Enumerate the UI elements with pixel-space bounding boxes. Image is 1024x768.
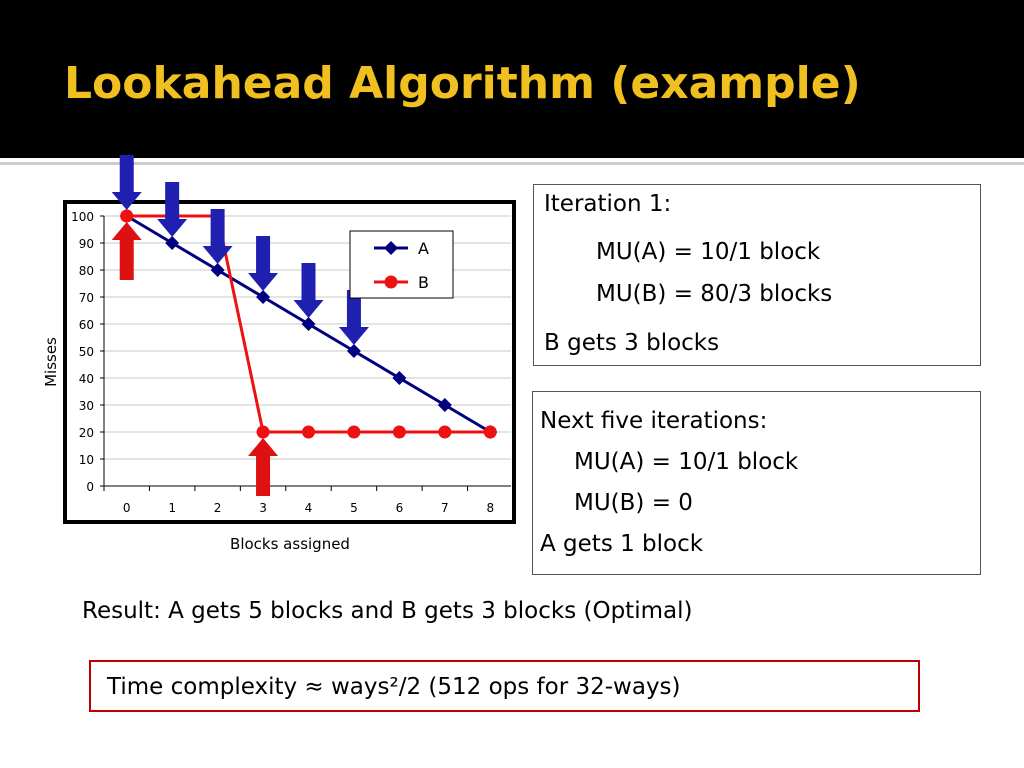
iteration1-mu-a: MU(A) = 10/1 block	[596, 239, 821, 265]
series-a-point	[346, 344, 361, 358]
legend-a-label: A	[418, 239, 429, 258]
legend-b-marker	[384, 275, 398, 289]
iteration1-heading: Iteration 1:	[544, 191, 672, 217]
iteration1-result: B gets 3 blocks	[544, 330, 720, 356]
series-a-point	[210, 263, 225, 277]
down-arrow-a	[293, 263, 324, 318]
legend-b-label: B	[418, 273, 429, 292]
series-a-point	[165, 236, 180, 250]
x-tick-label: 2	[214, 501, 222, 515]
y-tick-label: 30	[79, 399, 94, 413]
chart-axes: 0 10 20 30 40 50 60 70 80 90 100 0 1 2 3 4 5 6 7 8	[71, 210, 514, 515]
series-b-point	[302, 425, 315, 439]
next-iterations-result: A gets 1 block	[540, 531, 704, 557]
complexity-box: Time complexity ≈ ways²/2 (512 ops for 3…	[89, 660, 920, 712]
slide-title: Lookahead Algorithm (example)	[64, 58, 861, 109]
up-arrow-b	[111, 222, 142, 280]
series-b-point	[256, 425, 270, 439]
series-a-point	[301, 317, 316, 331]
x-axis-label: Blocks assigned	[230, 535, 350, 553]
next-iterations-box: Next five iterations: MU(A) = 10/1 block…	[532, 391, 981, 575]
x-tick-label: 8	[486, 501, 494, 515]
down-arrow-a	[338, 290, 369, 345]
iteration1-box: Iteration 1: MU(A) = 10/1 block MU(B) = …	[533, 184, 981, 366]
series-b-point	[392, 425, 406, 439]
y-tick-label: 100	[71, 210, 94, 224]
result-text: Result: A gets 5 blocks and B gets 3 blo…	[82, 598, 693, 624]
legend-a-marker	[384, 241, 398, 255]
y-tick-label: 0	[86, 480, 94, 494]
y-axis-label: Misses	[42, 337, 60, 387]
x-tick-label: 0	[123, 501, 131, 515]
legend-box	[349, 230, 454, 299]
series-b-point	[347, 425, 361, 439]
series-a-point	[437, 398, 452, 412]
y-tick-label: 60	[79, 318, 94, 332]
x-tick-label: 6	[396, 501, 404, 515]
complexity-text: Time complexity ≈ ways²/2 (512 ops for 3…	[107, 674, 681, 700]
down-arrow-a	[248, 236, 279, 291]
y-tick-label: 10	[79, 453, 94, 467]
y-tick-label: 20	[79, 426, 94, 440]
series-b-point	[120, 209, 134, 223]
chart-arrows	[111, 155, 369, 496]
up-arrow-b	[248, 438, 279, 496]
next-iterations-mu-a: MU(A) = 10/1 block	[574, 449, 799, 475]
next-iterations-heading: Next five iterations:	[540, 408, 768, 434]
iteration1-mu-b: MU(B) = 80/3 blocks	[596, 281, 833, 307]
title-bar: Lookahead Algorithm (example)	[0, 0, 1024, 158]
title-divider	[0, 162, 1024, 165]
x-tick-label: 4	[305, 501, 313, 515]
next-iterations-mu-b: MU(B) = 0	[574, 490, 693, 516]
y-tick-label: 50	[79, 345, 94, 359]
down-arrow-a	[157, 182, 188, 237]
series-a-point	[256, 290, 271, 304]
y-tick-label: 40	[79, 372, 94, 386]
y-tick-label: 70	[79, 291, 94, 305]
y-tick-label: 80	[79, 264, 94, 278]
chart-legend: AB	[349, 230, 454, 299]
x-tick-label: 3	[259, 501, 267, 515]
x-tick-label: 5	[350, 501, 358, 515]
series-b-point	[438, 425, 452, 439]
y-tick-label: 90	[79, 237, 94, 251]
down-arrow-a	[202, 209, 233, 264]
series-a-point	[392, 371, 407, 385]
x-tick-label: 1	[168, 501, 176, 515]
down-arrow-a	[111, 155, 142, 210]
series-b-point	[483, 425, 497, 439]
x-tick-label: 7	[441, 501, 449, 515]
